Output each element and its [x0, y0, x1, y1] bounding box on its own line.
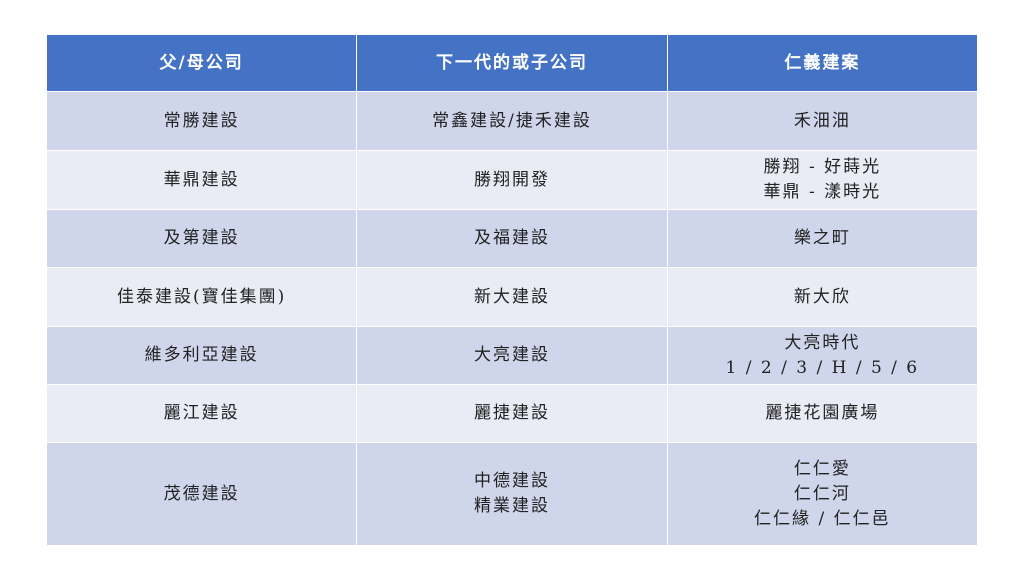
child-cell-line: 中德建設 — [473, 471, 550, 491]
projects-cell: 仁仁愛仁仁河仁仁緣 / 仁仁邑 — [666, 442, 979, 546]
header-child: 下一代的或子公司 — [356, 34, 668, 92]
table-row: 麗江建設 麗捷建設 麗捷花園廣場 — [45, 384, 979, 443]
table-row: 常勝建設 常鑫建設/捷禾建設 禾沺沺 — [45, 91, 979, 151]
child-cell: 常鑫建設/捷禾建設 — [356, 91, 668, 151]
child-cell-line: 麗捷建設 — [473, 403, 550, 423]
child-cell: 中德建設 精業建設 — [356, 442, 668, 546]
child-cell: 及福建設 — [356, 209, 668, 268]
projects-cell: 勝翔 - 好蒔光 華鼎 - 漾時光 — [666, 150, 979, 210]
child-cell-line: 常鑫建設/捷禾建設 — [432, 110, 592, 131]
parent-cell: 華鼎建設 — [45, 150, 358, 210]
child-cell: 勝翔開發 — [356, 150, 668, 210]
projects-cell: 新大欣 — [666, 267, 979, 327]
projects-cell-line: 禾沺沺 — [793, 110, 851, 131]
projects-cell-line: 新大欣 — [793, 286, 851, 307]
company-table: 父/母公司 下一代的或子公司 仁義建案 常勝建設 常鑫建設/捷禾建設 禾沺沺華鼎建設… — [45, 34, 979, 546]
projects-cell-line: 華鼎 - 漾時光 — [763, 182, 882, 202]
parent-cell: 麗江建設 — [45, 384, 358, 443]
projects-cell: 麗捷花園廣場 — [666, 384, 979, 443]
child-cell: 麗捷建設 — [356, 384, 668, 443]
header-row: 父/母公司 下一代的或子公司 仁義建案 — [45, 34, 979, 92]
projects-cell-line: 仁仁河 — [793, 483, 851, 504]
parent-cell: 維多利亞建設 — [45, 326, 358, 385]
parent-cell-line: 麗江建設 — [163, 403, 240, 423]
parent-cell: 佳泰建設(寶佳集團) — [45, 267, 358, 327]
projects-cell-line: 仁仁愛 — [793, 458, 851, 479]
projects-cell: 大亮時代 1 / 2 / 3 / H / 5 / 6 — [666, 326, 979, 385]
parent-cell: 常勝建設 — [45, 91, 358, 151]
projects-cell-line: 樂之町 — [793, 228, 851, 248]
projects-cell-line: 1 / 2 / 3 / H / 5 / 6 — [725, 357, 920, 378]
projects-cell-line: 大亮時代 — [784, 332, 861, 353]
table-row: 佳泰建設(寶佳集團) 新大建設 新大欣 — [45, 267, 979, 327]
child-cell-line: 勝翔開發 — [473, 169, 550, 190]
child-cell-line: 及福建設 — [473, 228, 550, 248]
table-row: 維多利亞建設 大亮建設 大亮時代 1 / 2 / 3 / H / 5 / 6 — [45, 326, 979, 385]
projects-cell-line: 仁仁緣 / 仁仁邑 — [754, 508, 891, 529]
projects-cell-line: 勝翔 - 好蒔光 — [763, 157, 882, 177]
parent-cell: 及第建設 — [45, 209, 358, 268]
parent-cell-line: 茂德建設 — [163, 483, 240, 504]
parent-cell-line: 常勝建設 — [163, 110, 240, 131]
child-cell-line: 大亮建設 — [473, 345, 550, 365]
table-row: 茂德建設 中德建設 精業建設 仁仁愛 仁仁河 仁仁緣 / 仁仁邑 — [45, 442, 979, 546]
parent-cell-line: 維多利亞建設 — [144, 345, 259, 365]
child-cell: 大亮建設 — [356, 326, 668, 385]
projects-cell-line: 麗捷花園廣場 — [765, 403, 880, 423]
projects-cell: 禾沺沺 — [666, 91, 979, 151]
header-projects: 仁義建案 — [666, 34, 979, 92]
parent-cell-line: 華鼎建設 — [163, 169, 240, 190]
table-row: 華鼎建設 勝翔開發 勝翔 - 好蒔光 華鼎 - 漾時光 — [45, 150, 979, 210]
parent-cell: 茂德建設 — [45, 442, 358, 546]
projects-cell: 樂之町 — [666, 209, 979, 268]
header-parent: 父/母公司 — [45, 34, 358, 92]
parent-cell-line: 及第建設 — [163, 228, 240, 248]
child-cell-line: 新大建設 — [473, 286, 550, 307]
child-cell: 新大建設 — [356, 267, 668, 327]
child-cell-line: 精業建設 — [473, 496, 550, 516]
parent-cell-line: 佳泰建設(寶佳集團) — [117, 286, 287, 307]
table-row: 及第建設 及福建設 樂之町 — [45, 209, 979, 268]
